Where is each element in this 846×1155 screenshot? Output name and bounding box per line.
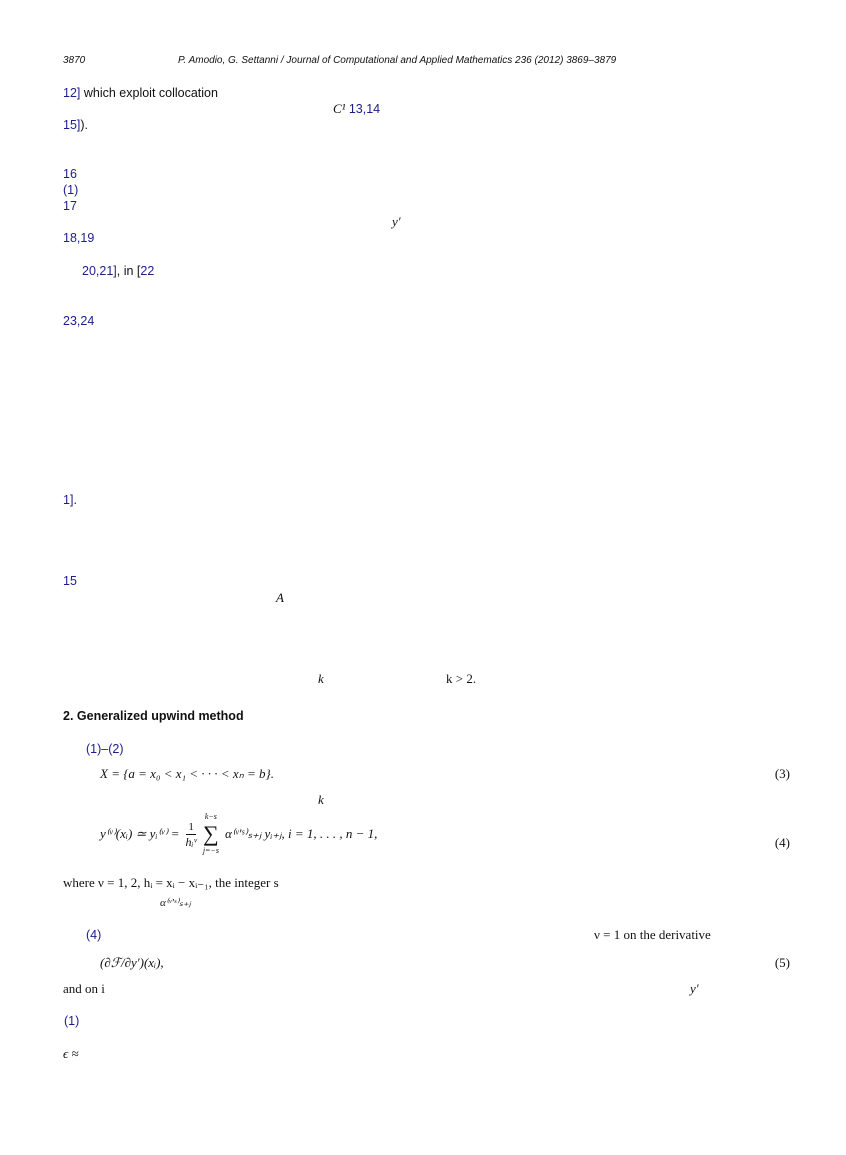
text: , in [ xyxy=(116,264,141,278)
math-symbol: y′ xyxy=(690,981,699,996)
citation-link[interactable]: 17 xyxy=(63,199,77,213)
equation-number: (3) xyxy=(774,766,790,781)
equation-link[interactable]: (1) xyxy=(64,1014,80,1028)
math-symbol: α⁽ᵛ'ˢ⁾ₛ₊ⱼ xyxy=(160,897,191,909)
citation-link[interactable]: 23,24 xyxy=(63,314,95,328)
math-symbol: k xyxy=(318,792,324,807)
equation-number: (5) xyxy=(774,955,790,970)
text-line: where ν = 1, 2, hᵢ = xᵢ − xᵢ₋₁, the inte… xyxy=(63,875,279,890)
math-symbol: C¹ xyxy=(333,101,346,116)
text-line: and on i xyxy=(63,981,105,996)
page-number: 3870 xyxy=(63,55,86,66)
sum-icon: ∑ xyxy=(203,821,219,846)
text-line: ν = 1 on the derivative xyxy=(594,927,711,942)
equation-link[interactable]: (4) xyxy=(86,928,102,942)
section-heading: 2. Generalized upwind method xyxy=(63,709,244,723)
equation-3: X = {a = x₀ < x₁ < · · · < xₙ = b}. xyxy=(100,766,275,781)
sum-lower-limit: j=−s xyxy=(202,846,219,855)
math-symbol: y′ xyxy=(392,214,401,229)
citation-link[interactable]: 15 xyxy=(63,574,77,588)
text: which exploit collocation xyxy=(80,86,218,100)
math-symbol: A xyxy=(276,590,284,605)
equation-rhs: α⁽ᵛ'ˢ⁾ₛ₊ⱼ yᵢ₊ⱼ, i = 1, . . . , n − 1, xyxy=(224,826,378,841)
equation-link[interactable]: (1)–(2) xyxy=(86,742,124,756)
equation-link[interactable]: (1) xyxy=(63,183,79,197)
fraction-numerator: 1 xyxy=(186,820,196,835)
text-line: 20,21], in [22 xyxy=(82,263,154,279)
math-symbol: ϵ ≈ xyxy=(63,1046,79,1061)
text-line: 1]. xyxy=(63,492,77,508)
text-line: 12] which exploit collocation xyxy=(63,85,218,101)
math-expression: k > 2. xyxy=(446,671,477,686)
citation-link[interactable]: 16 xyxy=(63,167,77,181)
equation-lhs: y⁽ᵛ⁾(xᵢ) ≃ yᵢ⁽ᵛ⁾ = xyxy=(100,826,180,841)
summation: k−s ∑ j=−s xyxy=(203,812,219,856)
citation-link[interactable]: 1] xyxy=(63,493,74,507)
text-line: 15]). xyxy=(63,117,88,133)
sum-upper-limit: k−s xyxy=(204,812,217,821)
equation-5: (∂ℱ/∂y′)(xᵢ), xyxy=(100,955,164,970)
text: . xyxy=(73,493,77,507)
citation-link[interactable]: 20,21] xyxy=(82,264,117,278)
citation-link[interactable]: 12] xyxy=(63,86,81,100)
citation-link[interactable]: 22 xyxy=(140,264,155,278)
math-symbol: k xyxy=(318,671,324,686)
equation-4: y⁽ᵛ⁾(xᵢ) ≃ yᵢ⁽ᵛ⁾ = 1 hᵢᵛ k−s ∑ j=−s α⁽ᵛ'… xyxy=(100,812,377,856)
citation-link[interactable]: 13,14 xyxy=(348,102,381,116)
equation-number: (4) xyxy=(774,835,790,850)
text-line: C¹ 13,14 xyxy=(333,101,380,117)
text: ). xyxy=(80,118,89,132)
fraction: 1 hᵢᵛ xyxy=(186,820,197,849)
fraction-denominator: hᵢᵛ xyxy=(185,834,197,849)
running-title: P. Amodio, G. Settanni / Journal of Comp… xyxy=(178,55,617,66)
citation-link[interactable]: 15] xyxy=(63,118,81,132)
citation-link[interactable]: 18,19 xyxy=(63,231,95,245)
